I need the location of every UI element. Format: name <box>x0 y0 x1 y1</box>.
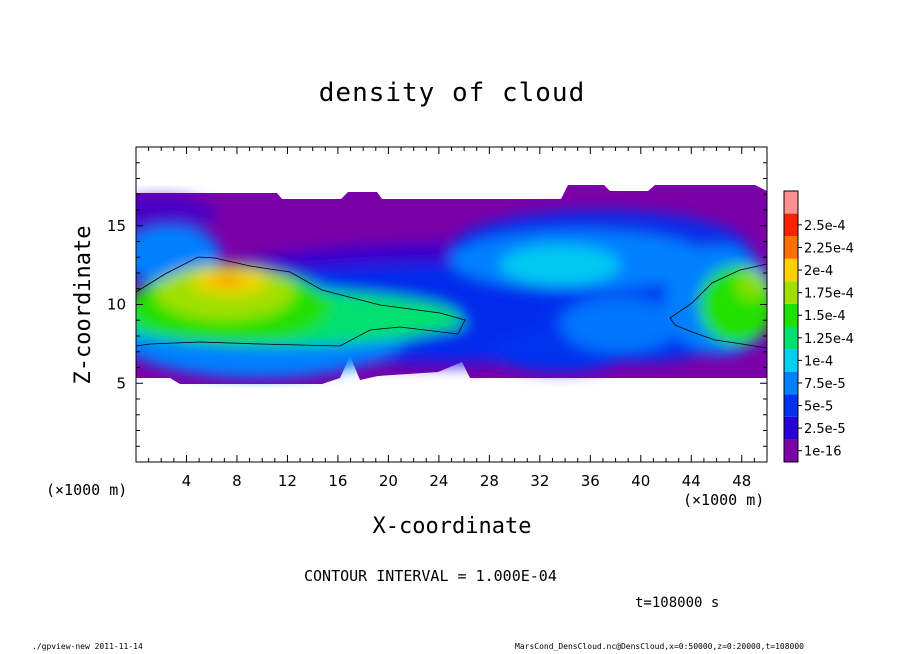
x-tick-label: 40 <box>631 472 650 490</box>
colorbar-swatch <box>784 303 798 327</box>
footer-right: MarsCond_DensCloud.nc@DensCloud,x=0:5000… <box>515 642 804 651</box>
colorbar-swatch <box>784 236 798 259</box>
x-tick-label: 12 <box>278 472 297 490</box>
x-tick-label: 44 <box>682 472 701 490</box>
colorbar-label: 1.5e-4 <box>804 309 846 324</box>
x-tick-label: 16 <box>328 472 347 490</box>
x-unit-label: (×1000 m) <box>683 491 765 509</box>
y-tick-label: 15 <box>107 217 126 235</box>
x-tick-label: 28 <box>480 472 499 490</box>
colorbar-swatch <box>784 394 798 417</box>
y-tick-label: 5 <box>116 374 126 392</box>
x-tick-label: 32 <box>530 472 549 490</box>
y-tick-label: 10 <box>107 296 126 314</box>
x-tick-label: 8 <box>232 472 242 490</box>
density-blob <box>212 275 244 285</box>
cloud-density-field <box>136 185 767 384</box>
y-ticks: 5 10 15 <box>107 162 767 447</box>
colorbar-label: 2.25e-4 <box>804 241 854 256</box>
x-tick-label: 36 <box>581 472 600 490</box>
y-unit-label: (×1000 m) <box>46 481 128 499</box>
cloud-density-blobs <box>136 195 767 378</box>
density-blob <box>500 245 620 285</box>
colorbar-swatch <box>784 281 798 304</box>
contour-line <box>136 256 466 347</box>
y-axis-label: Z-coordinate <box>71 225 96 385</box>
footer-left: ./gpview-new 2011-11-14 <box>32 642 143 651</box>
colorbar-swatch <box>784 326 798 350</box>
colorbar-frame <box>783 190 799 463</box>
colorbar-label: 7.5e-5 <box>804 377 846 392</box>
colorbar-swatch <box>784 349 798 372</box>
x-ticks: 4 8 12 16 20 24 28 32 36 40 44 48 <box>148 147 755 490</box>
contour-line <box>669 263 767 349</box>
colorbar-swatch <box>784 191 798 214</box>
x-tick-label: 20 <box>379 472 398 490</box>
colorbar-label: 1e-16 <box>804 445 842 460</box>
contour-lines <box>136 256 767 349</box>
contour-interval-label: CONTOUR INTERVAL = 1.000E-04 <box>304 567 557 585</box>
density-blob <box>736 270 767 300</box>
colorbar-label: 1.75e-4 <box>804 287 854 302</box>
x-tick-label: 24 <box>429 472 448 490</box>
colorbar: 1e-16 2.5e-5 5e-5 7.5e-5 1e-4 1.25e-4 1.5e-4 1.… <box>783 190 854 463</box>
colorbar-swatch <box>784 416 798 440</box>
colorbar-label: 1.25e-4 <box>804 332 854 347</box>
density-blob <box>136 195 215 235</box>
colorbar-label: 2.5e-5 <box>804 422 846 437</box>
colorbar-swatch <box>784 213 798 237</box>
colorbar-label: 5e-5 <box>804 400 833 415</box>
density-blob <box>560 297 680 353</box>
colorbar-swatch <box>784 439 798 462</box>
chart-title: density of cloud <box>318 78 586 108</box>
x-axis-label: X-coordinate <box>372 514 532 539</box>
colorbar-label: 2e-4 <box>804 264 833 279</box>
colorbar-label: 1e-4 <box>804 354 833 369</box>
density-blob <box>355 313 465 333</box>
time-label: t=108000 s <box>635 595 720 611</box>
plot-area <box>136 185 767 384</box>
colorbar-swatch <box>784 371 798 395</box>
x-tick-label: 48 <box>732 472 751 490</box>
colorbar-swatch <box>784 258 798 282</box>
colorbar-label: 2.5e-4 <box>804 219 846 234</box>
x-tick-label: 4 <box>182 472 192 490</box>
